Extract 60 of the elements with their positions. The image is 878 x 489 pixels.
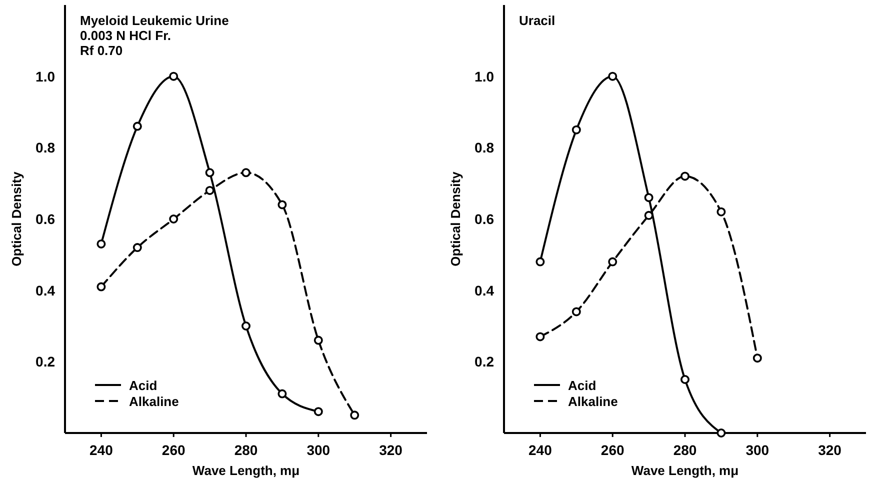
point xyxy=(572,307,581,316)
x-axis-title: Wave Length, mμ xyxy=(631,463,739,478)
point xyxy=(716,207,726,216)
point xyxy=(169,214,178,224)
y-tick-label: 0.2 xyxy=(474,354,494,370)
y-tick-label: 0.8 xyxy=(36,140,56,156)
x-axis-title: Wave Length, mμ xyxy=(192,463,300,478)
x-tick-label: 300 xyxy=(306,442,330,458)
point xyxy=(132,122,142,131)
point xyxy=(536,332,545,342)
point xyxy=(314,336,323,345)
x-tick-label: 240 xyxy=(528,442,552,458)
y-axis-title: Optical Density xyxy=(9,170,24,266)
point xyxy=(350,410,360,420)
point xyxy=(752,354,762,363)
x-tick-label: 280 xyxy=(234,442,258,458)
y-tick-label: 0.4 xyxy=(474,282,494,298)
x-tick-label: 240 xyxy=(90,442,114,458)
y-tick-label: 0.6 xyxy=(474,211,494,227)
x-tick-label: 320 xyxy=(379,442,403,458)
y-axis-title: Optical Density xyxy=(448,170,463,266)
x-tick-label: 260 xyxy=(600,442,624,458)
x-tick-label: 260 xyxy=(162,442,186,458)
point xyxy=(132,243,142,252)
point xyxy=(278,200,287,210)
point xyxy=(680,172,690,181)
x-tick-label: 300 xyxy=(746,442,770,458)
y-tick-label: 0.4 xyxy=(36,282,56,298)
point xyxy=(716,428,726,438)
point xyxy=(205,168,214,178)
point xyxy=(572,125,581,134)
point xyxy=(608,257,618,266)
y-tick-label: 1.0 xyxy=(36,68,56,84)
annotation: Uracil xyxy=(519,13,556,28)
point xyxy=(96,282,106,292)
point xyxy=(536,257,545,266)
legend-label: Alkaline xyxy=(129,394,179,409)
y-tick-label: 0.6 xyxy=(36,211,56,227)
point xyxy=(314,407,323,416)
point xyxy=(242,322,250,330)
legend-label: Acid xyxy=(129,378,158,393)
point xyxy=(608,72,618,81)
point xyxy=(644,193,654,202)
annotation: Myeloid Leukemic Urine xyxy=(80,13,229,28)
point xyxy=(169,72,178,81)
y-tick-label: 1.0 xyxy=(474,68,494,84)
point xyxy=(644,210,654,220)
legend-label: Alkaline xyxy=(568,394,618,409)
y-tick-label: 0.8 xyxy=(474,140,494,156)
point xyxy=(278,389,287,398)
annotation: 0.003 N HCl Fr. xyxy=(80,28,172,43)
point xyxy=(205,186,214,195)
legend-label: Acid xyxy=(568,378,596,393)
x-tick-label: 320 xyxy=(818,442,842,458)
point xyxy=(680,375,690,384)
annotation: Rf 0.70 xyxy=(80,43,123,58)
point xyxy=(242,168,250,178)
point xyxy=(96,239,106,248)
y-tick-label: 0.2 xyxy=(36,354,56,370)
x-tick-label: 280 xyxy=(673,442,697,458)
